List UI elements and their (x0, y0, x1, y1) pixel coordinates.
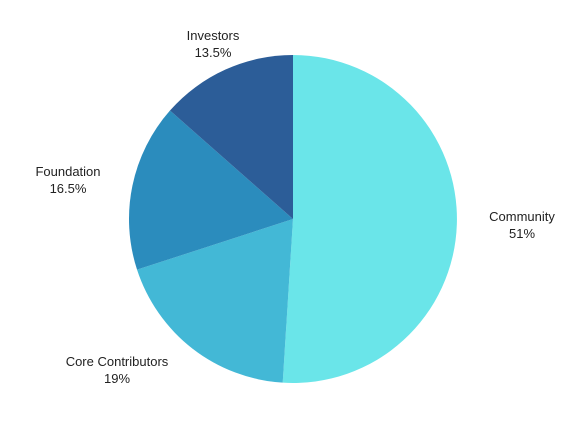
slice-label-core-contributors: Core Contributors 19% (66, 354, 169, 386)
slice-name: Foundation (35, 164, 100, 179)
slice-value: 19% (104, 371, 130, 386)
slice-value: 13.5% (195, 45, 232, 60)
slice-label-investors: Investors 13.5% (187, 28, 240, 60)
slice-name: Community (489, 209, 555, 224)
slice-value: 16.5% (50, 181, 87, 196)
pie-slice-community (282, 55, 457, 383)
pie-slice-core-contributors (137, 219, 293, 383)
pie-slice-investors (169, 55, 293, 219)
pie-labels: Community 51% Core Contributors 19% Foundati… (35, 28, 555, 386)
pie-slices (129, 55, 457, 383)
slice-name: Investors (187, 28, 240, 43)
slice-label-foundation: Foundation 16.5% (35, 164, 100, 196)
slice-value: 51% (509, 226, 535, 241)
slice-name: Core Contributors (66, 354, 169, 369)
slice-label-community: Community 51% (489, 209, 555, 241)
pie-slice-foundation (129, 110, 293, 270)
